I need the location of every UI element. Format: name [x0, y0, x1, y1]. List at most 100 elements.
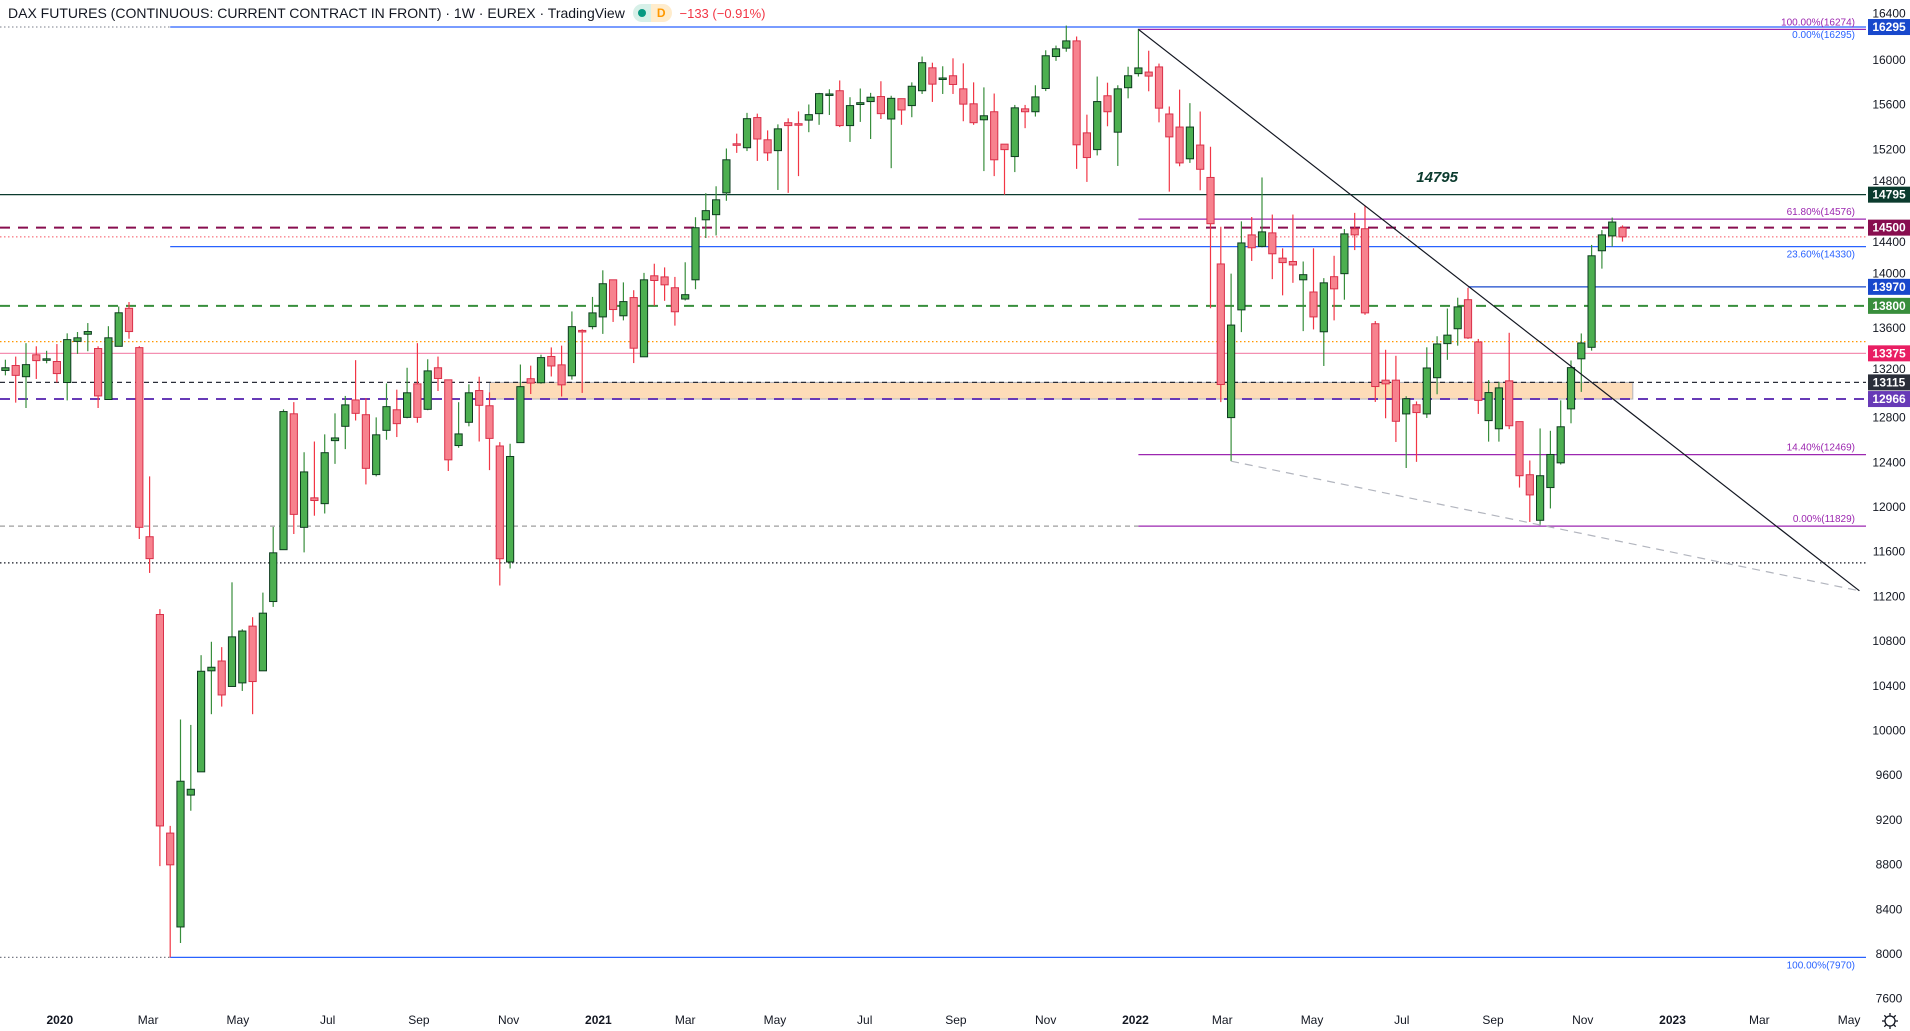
candle[interactable]	[104, 326, 113, 400]
candle[interactable]	[454, 402, 463, 448]
candle[interactable]	[1340, 229, 1349, 300]
trendline[interactable]	[1138, 28, 1860, 592]
candle[interactable]	[155, 609, 165, 867]
candle[interactable]	[1463, 287, 1473, 339]
candle[interactable]	[691, 217, 700, 290]
candle[interactable]	[639, 272, 649, 358]
candle[interactable]	[742, 112, 752, 152]
candle[interactable]	[825, 89, 834, 115]
candle[interactable]	[238, 629, 247, 691]
candle[interactable]	[1237, 221, 1246, 333]
candle[interactable]	[1247, 217, 1256, 261]
price-axis[interactable]: 7600 8000 8400 8800 9200 9600 10000 10400 10800 1…	[1872, 6, 1906, 1005]
candle[interactable]	[835, 80, 844, 128]
candle[interactable]	[650, 263, 659, 306]
candle[interactable]	[1093, 76, 1102, 156]
candle[interactable]	[1484, 380, 1493, 442]
candle[interactable]	[413, 343, 422, 423]
candle[interactable]	[1227, 273, 1236, 462]
candle[interactable]	[897, 98, 906, 125]
candle[interactable]	[1144, 50, 1153, 92]
candle[interactable]	[660, 267, 669, 301]
candle[interactable]	[21, 343, 31, 408]
candle[interactable]	[330, 413, 340, 464]
candle[interactable]	[1165, 106, 1174, 192]
candle[interactable]	[1330, 255, 1339, 321]
candle[interactable]	[63, 333, 72, 401]
candle[interactable]	[114, 306, 123, 347]
candle[interactable]	[444, 379, 453, 472]
candle[interactable]	[1319, 278, 1328, 366]
candle[interactable]	[609, 279, 618, 322]
candle[interactable]	[557, 345, 566, 397]
candle[interactable]	[1041, 50, 1050, 92]
candle[interactable]	[207, 641, 216, 715]
settings-gear-icon[interactable]	[1882, 1013, 1898, 1029]
candle[interactable]	[1536, 428, 1545, 526]
candle[interactable]	[578, 329, 587, 393]
candle[interactable]	[1577, 333, 1586, 392]
candle[interactable]	[928, 62, 937, 102]
candle[interactable]	[1082, 114, 1092, 182]
candle[interactable]	[227, 582, 237, 687]
candle[interactable]	[433, 356, 443, 392]
candle[interactable]	[1299, 261, 1308, 332]
candles-layer[interactable]	[1, 25, 1627, 958]
candle[interactable]	[1309, 248, 1318, 330]
symbol-title[interactable]: DAX FUTURES (CONTINUOUS: CURRENT CONTRAC…	[8, 5, 625, 21]
candle[interactable]	[681, 262, 690, 301]
candle[interactable]	[32, 346, 41, 379]
candle[interactable]	[866, 92, 875, 140]
candle[interactable]	[83, 323, 92, 352]
candle[interactable]	[547, 347, 556, 377]
candle[interactable]	[495, 442, 504, 586]
candle[interactable]	[320, 434, 329, 514]
candle[interactable]	[526, 365, 535, 395]
candle[interactable]	[1072, 36, 1081, 169]
candle[interactable]	[1031, 85, 1040, 117]
candle[interactable]	[1391, 355, 1401, 442]
candle[interactable]	[536, 354, 546, 384]
candle[interactable]	[732, 133, 741, 153]
candle[interactable]	[794, 111, 803, 177]
candle[interactable]	[1, 359, 10, 376]
candle[interactable]	[856, 88, 865, 122]
candle[interactable]	[217, 647, 226, 707]
candle[interactable]	[516, 364, 525, 444]
candle[interactable]	[279, 409, 288, 551]
candle[interactable]	[300, 452, 309, 553]
candle[interactable]	[197, 655, 206, 773]
candle[interactable]	[351, 360, 360, 421]
candle[interactable]	[1515, 421, 1524, 488]
candle[interactable]	[763, 130, 772, 161]
candle[interactable]	[804, 104, 813, 133]
candle[interactable]	[11, 356, 20, 403]
candle[interactable]	[959, 63, 968, 122]
candle[interactable]	[42, 350, 51, 364]
candle[interactable]	[784, 118, 793, 193]
candle[interactable]	[464, 384, 473, 427]
candle[interactable]	[701, 193, 710, 239]
candle[interactable]	[1546, 430, 1555, 509]
candle[interactable]	[1134, 28, 1143, 77]
candle[interactable]	[773, 124, 782, 190]
candle[interactable]	[1453, 297, 1462, 346]
candle[interactable]	[1000, 143, 1009, 195]
candle[interactable]	[1566, 360, 1576, 424]
candle[interactable]	[145, 476, 154, 573]
candle[interactable]	[990, 93, 999, 177]
candle[interactable]	[1597, 230, 1607, 269]
candle[interactable]	[382, 383, 391, 440]
candle[interactable]	[876, 81, 885, 120]
candle[interactable]	[1185, 103, 1195, 163]
candle[interactable]	[506, 443, 515, 569]
candle[interactable]	[176, 719, 185, 944]
candle[interactable]	[1175, 89, 1184, 167]
candle[interactable]	[598, 270, 607, 334]
candle[interactable]	[712, 186, 721, 236]
candle[interactable]	[1062, 25, 1071, 52]
time-axis[interactable]: 2020 Mar May Jul Sep Nov 2021 Mar May Jul Sep Nov 20…	[46, 1013, 1860, 1027]
candle[interactable]	[619, 282, 628, 321]
candle[interactable]	[186, 724, 195, 811]
